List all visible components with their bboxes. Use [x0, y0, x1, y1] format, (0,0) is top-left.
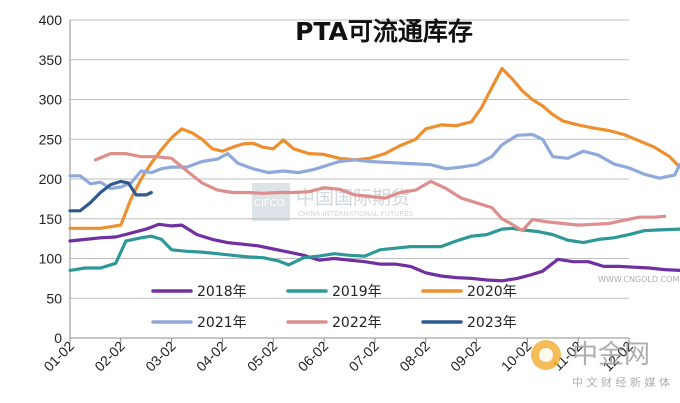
chart-title: PTA可流通库存: [295, 17, 473, 46]
x-tick-labels: 01-02 02-02 03-02 04-02 05-02 06-02 07-02 08-02…: [40, 338, 636, 375]
x-tick-label: 09-02: [447, 338, 484, 375]
x-tick-label: 06-02: [295, 338, 332, 375]
watermark-center-cn: 中国国际期货: [296, 187, 410, 209]
legend-label: 2018年: [197, 284, 247, 300]
x-tick-label: 05-02: [244, 338, 281, 375]
x-tick-label: 04-02: [193, 338, 230, 375]
y-tick-label: 50: [46, 290, 62, 306]
x-tick-label: 02-02: [91, 338, 128, 375]
watermark-center-en: CHINA INTERNATIONAL FUTURES: [298, 210, 414, 218]
legend-label: 2019年: [332, 284, 382, 300]
y-tick-label: 150: [39, 211, 63, 227]
logo-url-text: WWW.CNGOLD.COM.CN: [598, 275, 680, 284]
logo-sub-text: 中 文 财 经 新 媒 体: [572, 375, 670, 389]
series-line-5: [93, 152, 667, 233]
series-line-6: [68, 179, 153, 213]
y-tick-label: 0: [54, 330, 62, 346]
chart-axes: [69, 20, 630, 343]
y-tick-label: 300: [39, 92, 63, 108]
legend-label: 2022年: [332, 315, 382, 331]
logo-main-text: 中金网: [572, 340, 650, 370]
series-line-4: [68, 132, 680, 191]
logo-emblem-inner: [539, 348, 553, 362]
y-tick-labels: 0 50 100 150 200 250 300 350 400: [39, 12, 63, 346]
y-tick-label: 250: [39, 131, 63, 147]
x-tick-label: 10-02: [498, 338, 535, 375]
series-line-1: [68, 222, 680, 283]
legend-label: 2020年: [467, 284, 517, 300]
series-lines: [68, 66, 680, 283]
y-gridlines: [70, 19, 629, 299]
watermark-layer: CIFCO 中国国际期货 CHINA INTERNATIONAL FUTURES: [252, 183, 414, 221]
series-line-2: [68, 226, 680, 272]
legend: 2018年 2019年 2020年 2021年 2022年 2023年: [151, 284, 517, 331]
watermark-cifco: CIFCO: [254, 198, 285, 209]
brand-logo: 中金网 中 文 财 经 新 媒 体 WWW.CNGOLD.COM.CN: [531, 275, 680, 389]
x-tick-label: 03-02: [142, 338, 179, 375]
x-tick-label: 08-02: [396, 338, 433, 375]
legend-label: 2021年: [197, 315, 247, 331]
y-tick-label: 400: [39, 12, 63, 28]
x-tick-label: 07-02: [345, 338, 382, 375]
y-tick-label: 350: [39, 52, 63, 68]
y-tick-label: 100: [39, 251, 63, 267]
y-tick-label: 200: [39, 171, 63, 187]
watermark-emblem: [252, 183, 290, 221]
legend-label: 2023年: [467, 315, 517, 331]
